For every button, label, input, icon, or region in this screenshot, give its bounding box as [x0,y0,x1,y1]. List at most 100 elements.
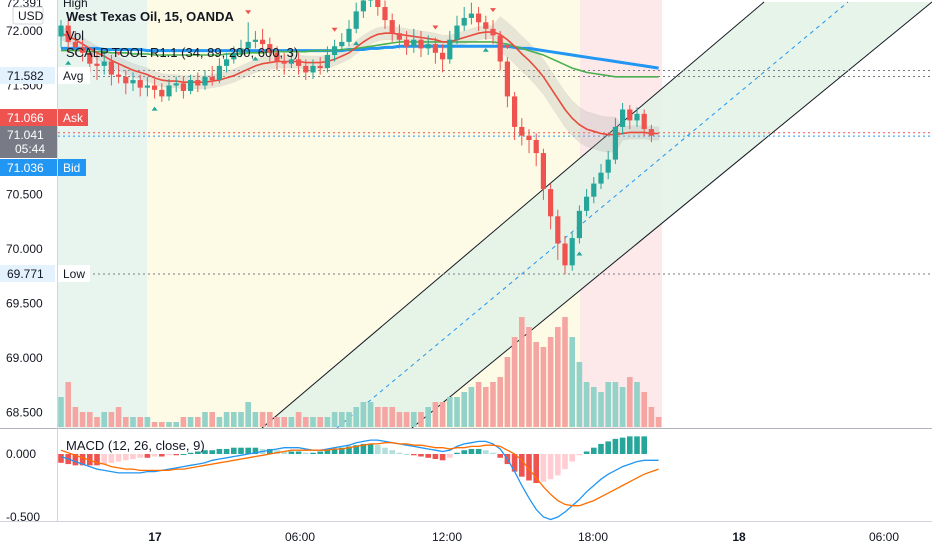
volume-bar [144,417,151,427]
regression-channel[interactable] [261,1,932,429]
macd-legend[interactable]: MACD (12, 26, close, 9) [66,438,205,453]
macd-histogram-bar [144,454,151,458]
candle-body [519,126,525,136]
volume-bar [87,412,93,427]
candle-body [375,0,381,8]
candle-body [497,35,503,62]
candlestick-series[interactable] [58,0,654,275]
volume-bar [612,382,619,427]
macd-histogram-bar [490,452,496,454]
volume-bar [331,412,338,427]
candle-body [490,28,496,36]
candle-body [476,13,482,23]
volume-bar [583,382,590,427]
price-level-lines [58,70,932,275]
volume-bar [72,407,79,427]
macd-histogram-bar [115,454,122,462]
volume-bar [259,412,266,427]
volume-bar [483,387,489,427]
macd-histogram-bar [101,454,107,465]
macd-tick-label: 0.000 [6,447,36,461]
candle-body [87,52,93,64]
macd-histogram-bar [216,448,223,454]
channel-upper-line[interactable] [261,1,765,429]
candle-body [648,129,654,136]
signal-markers [65,8,583,256]
candle-body [569,238,575,266]
candle-body [360,0,366,12]
volume-bar [245,402,251,427]
candle-body [562,243,568,266]
macd-histogram-bar [454,452,460,454]
macd-histogram-bar [295,451,302,454]
macd-histogram-bar [166,454,172,456]
macd-histogram-bar [223,448,230,454]
macd-histogram-bar [159,454,165,457]
volume-bar [526,327,532,427]
candle-body [231,52,237,60]
macd-pane[interactable] [58,436,659,521]
volume-bar [180,417,187,427]
avg-label-box [0,67,55,84]
sell-signal-marker [115,51,122,56]
volume-bar [288,417,295,427]
candle-body [411,39,417,47]
macd-histogram-bar [634,436,640,454]
candle-body [512,96,518,127]
macd-histogram-bar [108,454,115,463]
last-price-label: 71.041 05:44 [0,126,57,158]
volume-legend[interactable]: Vol [66,28,84,43]
candle-body [245,41,251,49]
candle-body [281,61,287,64]
candle-body [591,183,597,197]
time-axis[interactable]: 17 06:00 12:00 18:00 18 06:00 [148,530,899,544]
volume-bar [324,417,331,427]
scalp-tool-legend[interactable]: SCALP TOOL R1.1 (34, 89, 200, 600, 3) [66,45,298,60]
volume-bar [375,407,381,427]
macd-histogram-bar [576,454,583,456]
candle-body [65,25,71,42]
channel-mid-line[interactable] [336,1,849,429]
macd-tick-label: -0.500 [6,510,40,524]
macd-histogram-bar [310,452,316,454]
candle-body [166,85,172,97]
high-label-value: 72.391 [6,0,43,10]
macd-histogram-bar [209,450,215,454]
volume-bar [562,317,568,427]
macd-histogram-bar [195,451,201,454]
macd-histogram-bar [627,436,633,454]
macd-histogram-bar [303,452,309,454]
volume-bar [360,402,367,427]
channel-lower-line[interactable] [411,1,932,429]
candle-body [389,20,395,34]
volume-bar [310,417,316,427]
candle-body [483,22,489,29]
volume-bar [137,417,143,427]
macd-histogram-bar [173,454,179,456]
bid-label-text: Bid [63,161,80,175]
volume-bar [65,382,71,427]
candle-body [324,54,330,69]
price-tick-label: 69.500 [6,297,43,311]
candle-body [353,11,359,29]
volume-bar [173,422,179,427]
volume-bar [540,347,547,427]
volume-bar [497,377,503,427]
ema-fast-line [60,31,659,136]
macd-histogram-bar [202,450,208,454]
volume-bar [238,412,244,427]
macd-histogram-bar [317,451,323,454]
macd-histogram-bar [605,441,611,454]
macd-histogram-bar [130,454,136,460]
macd-signal-line [60,442,659,507]
volume-bar [655,417,662,427]
candle-body [144,85,150,88]
last-price-box [0,126,57,158]
symbol-legend[interactable]: West Texas Oil, 15, OANDA [66,9,234,24]
currency-badge[interactable]: USD [12,6,44,25]
volume-bar [605,382,611,427]
macd-axis[interactable]: 0.000 -0.500 [6,447,40,524]
volume-bar [267,412,273,427]
bar-countdown: 05:44 [15,142,45,156]
